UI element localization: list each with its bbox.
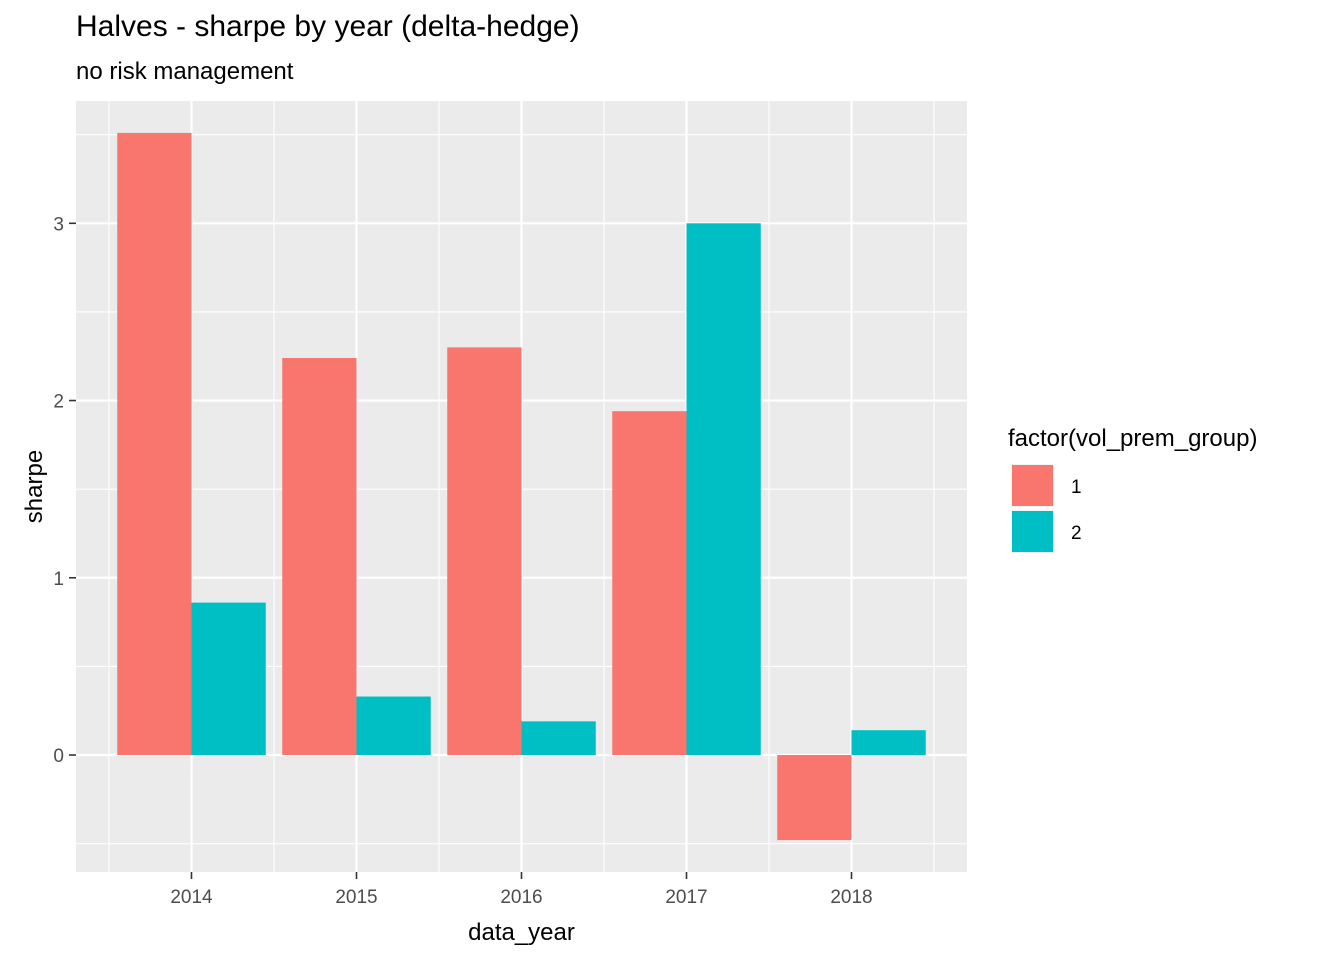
bars bbox=[117, 132, 926, 841]
chart-subtitle: no risk management bbox=[76, 58, 294, 85]
legend-swatch-series-2 bbox=[1012, 511, 1053, 552]
y-tick-label: 2 bbox=[53, 392, 64, 413]
x-tick-label: 2016 bbox=[500, 887, 542, 908]
bar-2014-series-2 bbox=[191, 602, 266, 756]
y-axis-title: sharpe bbox=[21, 450, 48, 523]
bar-2015-series-1 bbox=[282, 358, 357, 756]
legend-label-series-1: 1 bbox=[1071, 477, 1082, 498]
x-tick-label: 2018 bbox=[830, 887, 872, 908]
bar-2017-series-2 bbox=[686, 223, 761, 756]
x-tick-label: 2017 bbox=[665, 887, 707, 908]
y-tick-label: 1 bbox=[53, 569, 64, 590]
legend-title: factor(vol_prem_group) bbox=[1008, 425, 1257, 452]
x-axis: 2014 2015 2016 2017 2018 bbox=[170, 872, 873, 908]
legend-swatch-series-1 bbox=[1012, 465, 1053, 506]
bar-2014-series-1 bbox=[117, 132, 192, 756]
bar-2016-series-2 bbox=[521, 721, 596, 756]
bar-2016-series-1 bbox=[447, 347, 522, 756]
bar-2018-series-1 bbox=[777, 755, 852, 841]
bar-2018-series-2 bbox=[851, 730, 926, 756]
x-axis-title: data_year bbox=[468, 919, 575, 946]
x-tick-label: 2014 bbox=[170, 887, 213, 908]
y-axis: 0 1 2 3 bbox=[53, 214, 76, 767]
legend-label-series-2: 2 bbox=[1071, 523, 1082, 544]
y-tick-label: 3 bbox=[53, 214, 64, 235]
bar-2017-series-1 bbox=[612, 411, 687, 756]
y-tick-label: 0 bbox=[53, 746, 64, 767]
x-tick-label: 2015 bbox=[335, 887, 377, 908]
chart-title: Halves - sharpe by year (delta-hedge) bbox=[76, 10, 580, 43]
bar-2015-series-2 bbox=[356, 696, 431, 756]
legend: factor(vol_prem_group) 1 2 bbox=[1008, 425, 1257, 553]
